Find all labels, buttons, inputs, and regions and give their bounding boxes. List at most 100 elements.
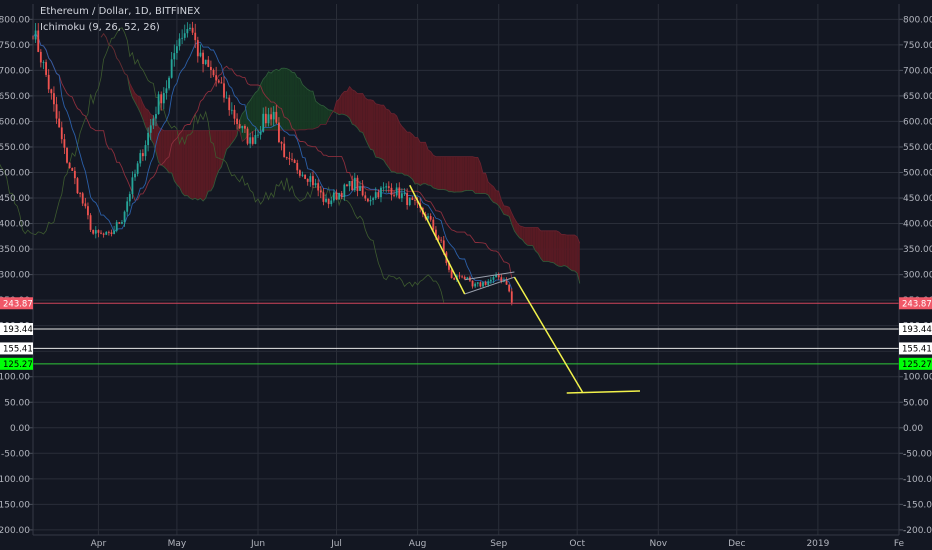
candle-body — [503, 280, 505, 282]
candle-body — [482, 282, 484, 287]
projection-line[interactable] — [513, 276, 584, 393]
kijun-line — [32, 32, 513, 279]
candle-down — [484, 280, 487, 286]
candle-up — [149, 118, 152, 141]
candle-body — [92, 229, 95, 234]
candle-body — [280, 142, 283, 144]
cloud-segment — [456, 156, 460, 193]
cloud-segment — [192, 130, 196, 200]
candle-down — [377, 189, 380, 199]
candle-down — [118, 222, 121, 224]
price-tag-label: 125.27 — [902, 360, 932, 370]
candle-body — [107, 231, 110, 233]
target-line[interactable] — [566, 390, 641, 394]
cloud-segment — [195, 130, 198, 201]
cloud-segment — [161, 128, 164, 167]
cloud-segment — [352, 89, 355, 126]
cloud-segment — [135, 93, 138, 108]
ichimoku-lines — [0, 27, 581, 303]
candle-up — [170, 51, 173, 79]
flag-lower-line[interactable] — [464, 276, 515, 295]
cloud-segment — [469, 156, 473, 191]
candle-down — [45, 59, 47, 77]
drawings[interactable] — [409, 184, 641, 394]
cloud-segment — [475, 157, 478, 194]
cloud-segment — [341, 91, 345, 115]
candle-body — [497, 274, 500, 278]
cloud-segment — [545, 230, 549, 262]
candle-up — [181, 29, 184, 45]
candle-down — [306, 178, 309, 186]
y-tick-label: 350.00 — [0, 245, 30, 255]
cloud-segment — [509, 207, 512, 225]
cloud-segment — [375, 103, 379, 158]
cloud-segment — [522, 226, 525, 244]
horizontal-levels[interactable] — [33, 302, 899, 365]
cloud-segment — [184, 130, 188, 196]
candle-body — [105, 231, 108, 235]
candle-body — [60, 127, 63, 140]
cloud-segment — [297, 77, 300, 131]
candle-down — [340, 190, 343, 200]
candle-body — [81, 193, 84, 204]
cloud-segment — [558, 231, 562, 267]
candle-up — [262, 107, 265, 133]
cloud-segment — [310, 90, 313, 130]
candle-body — [267, 114, 270, 124]
cloud-segment — [464, 156, 468, 191]
pole-line[interactable] — [409, 184, 466, 295]
candle-body — [58, 118, 61, 128]
cloud-segment — [328, 109, 332, 119]
cloud-segment — [216, 130, 219, 178]
indicator-label[interactable]: Ichimoku (9, 26, 52, 26) — [40, 22, 160, 33]
candle-body — [319, 190, 322, 193]
candle-up — [94, 226, 97, 239]
candle-up — [395, 183, 398, 198]
candle-body — [398, 187, 401, 199]
candle-up — [474, 282, 477, 289]
candle-body — [71, 168, 74, 171]
candle-down — [100, 230, 102, 235]
candle-down — [194, 23, 197, 49]
candle-body — [332, 192, 335, 201]
candle-up — [343, 183, 346, 201]
candle-down — [414, 196, 416, 206]
candle-down — [479, 281, 482, 288]
candle-body — [110, 232, 113, 234]
x-axis[interactable]: Apr May Jun Jul Aug Sep Oct Nov Dec 2019 Fe — [91, 539, 905, 549]
candle-body — [249, 137, 252, 144]
candle-up — [123, 210, 126, 227]
price-tag-label: 243.87 — [902, 299, 932, 309]
price-tag — [899, 297, 932, 310]
cloud-segment — [158, 127, 162, 165]
cloud-segment — [477, 157, 481, 194]
candle-down — [291, 152, 293, 162]
y-tick-label: 0.00 — [903, 424, 923, 434]
price-tag-label: 125.27 — [3, 360, 33, 370]
y-tick-label: -200.00 — [903, 526, 932, 536]
candle-down — [319, 185, 322, 199]
candle-body — [118, 222, 121, 224]
candle-up — [301, 171, 304, 178]
y-tick-label: -100.00 — [0, 475, 30, 485]
candle-body — [134, 173, 136, 178]
candle-body — [209, 66, 212, 71]
cloud-segment — [564, 234, 567, 267]
flag-upper-line[interactable] — [464, 271, 515, 281]
candle-body — [175, 46, 178, 54]
candle-body — [314, 183, 317, 186]
candle-up — [369, 195, 372, 206]
cloud-segment — [561, 234, 565, 267]
candle-down — [304, 174, 307, 180]
x-tick-label: May — [168, 539, 187, 549]
cloud-segment — [307, 89, 311, 130]
candle-down — [335, 189, 338, 201]
candle-down — [453, 277, 456, 281]
cloud-segment — [299, 78, 303, 130]
candle-body — [312, 176, 314, 186]
candle-body — [238, 124, 241, 129]
candle-down — [351, 175, 354, 191]
candle-body — [434, 229, 437, 237]
cloud-segment — [428, 149, 431, 186]
